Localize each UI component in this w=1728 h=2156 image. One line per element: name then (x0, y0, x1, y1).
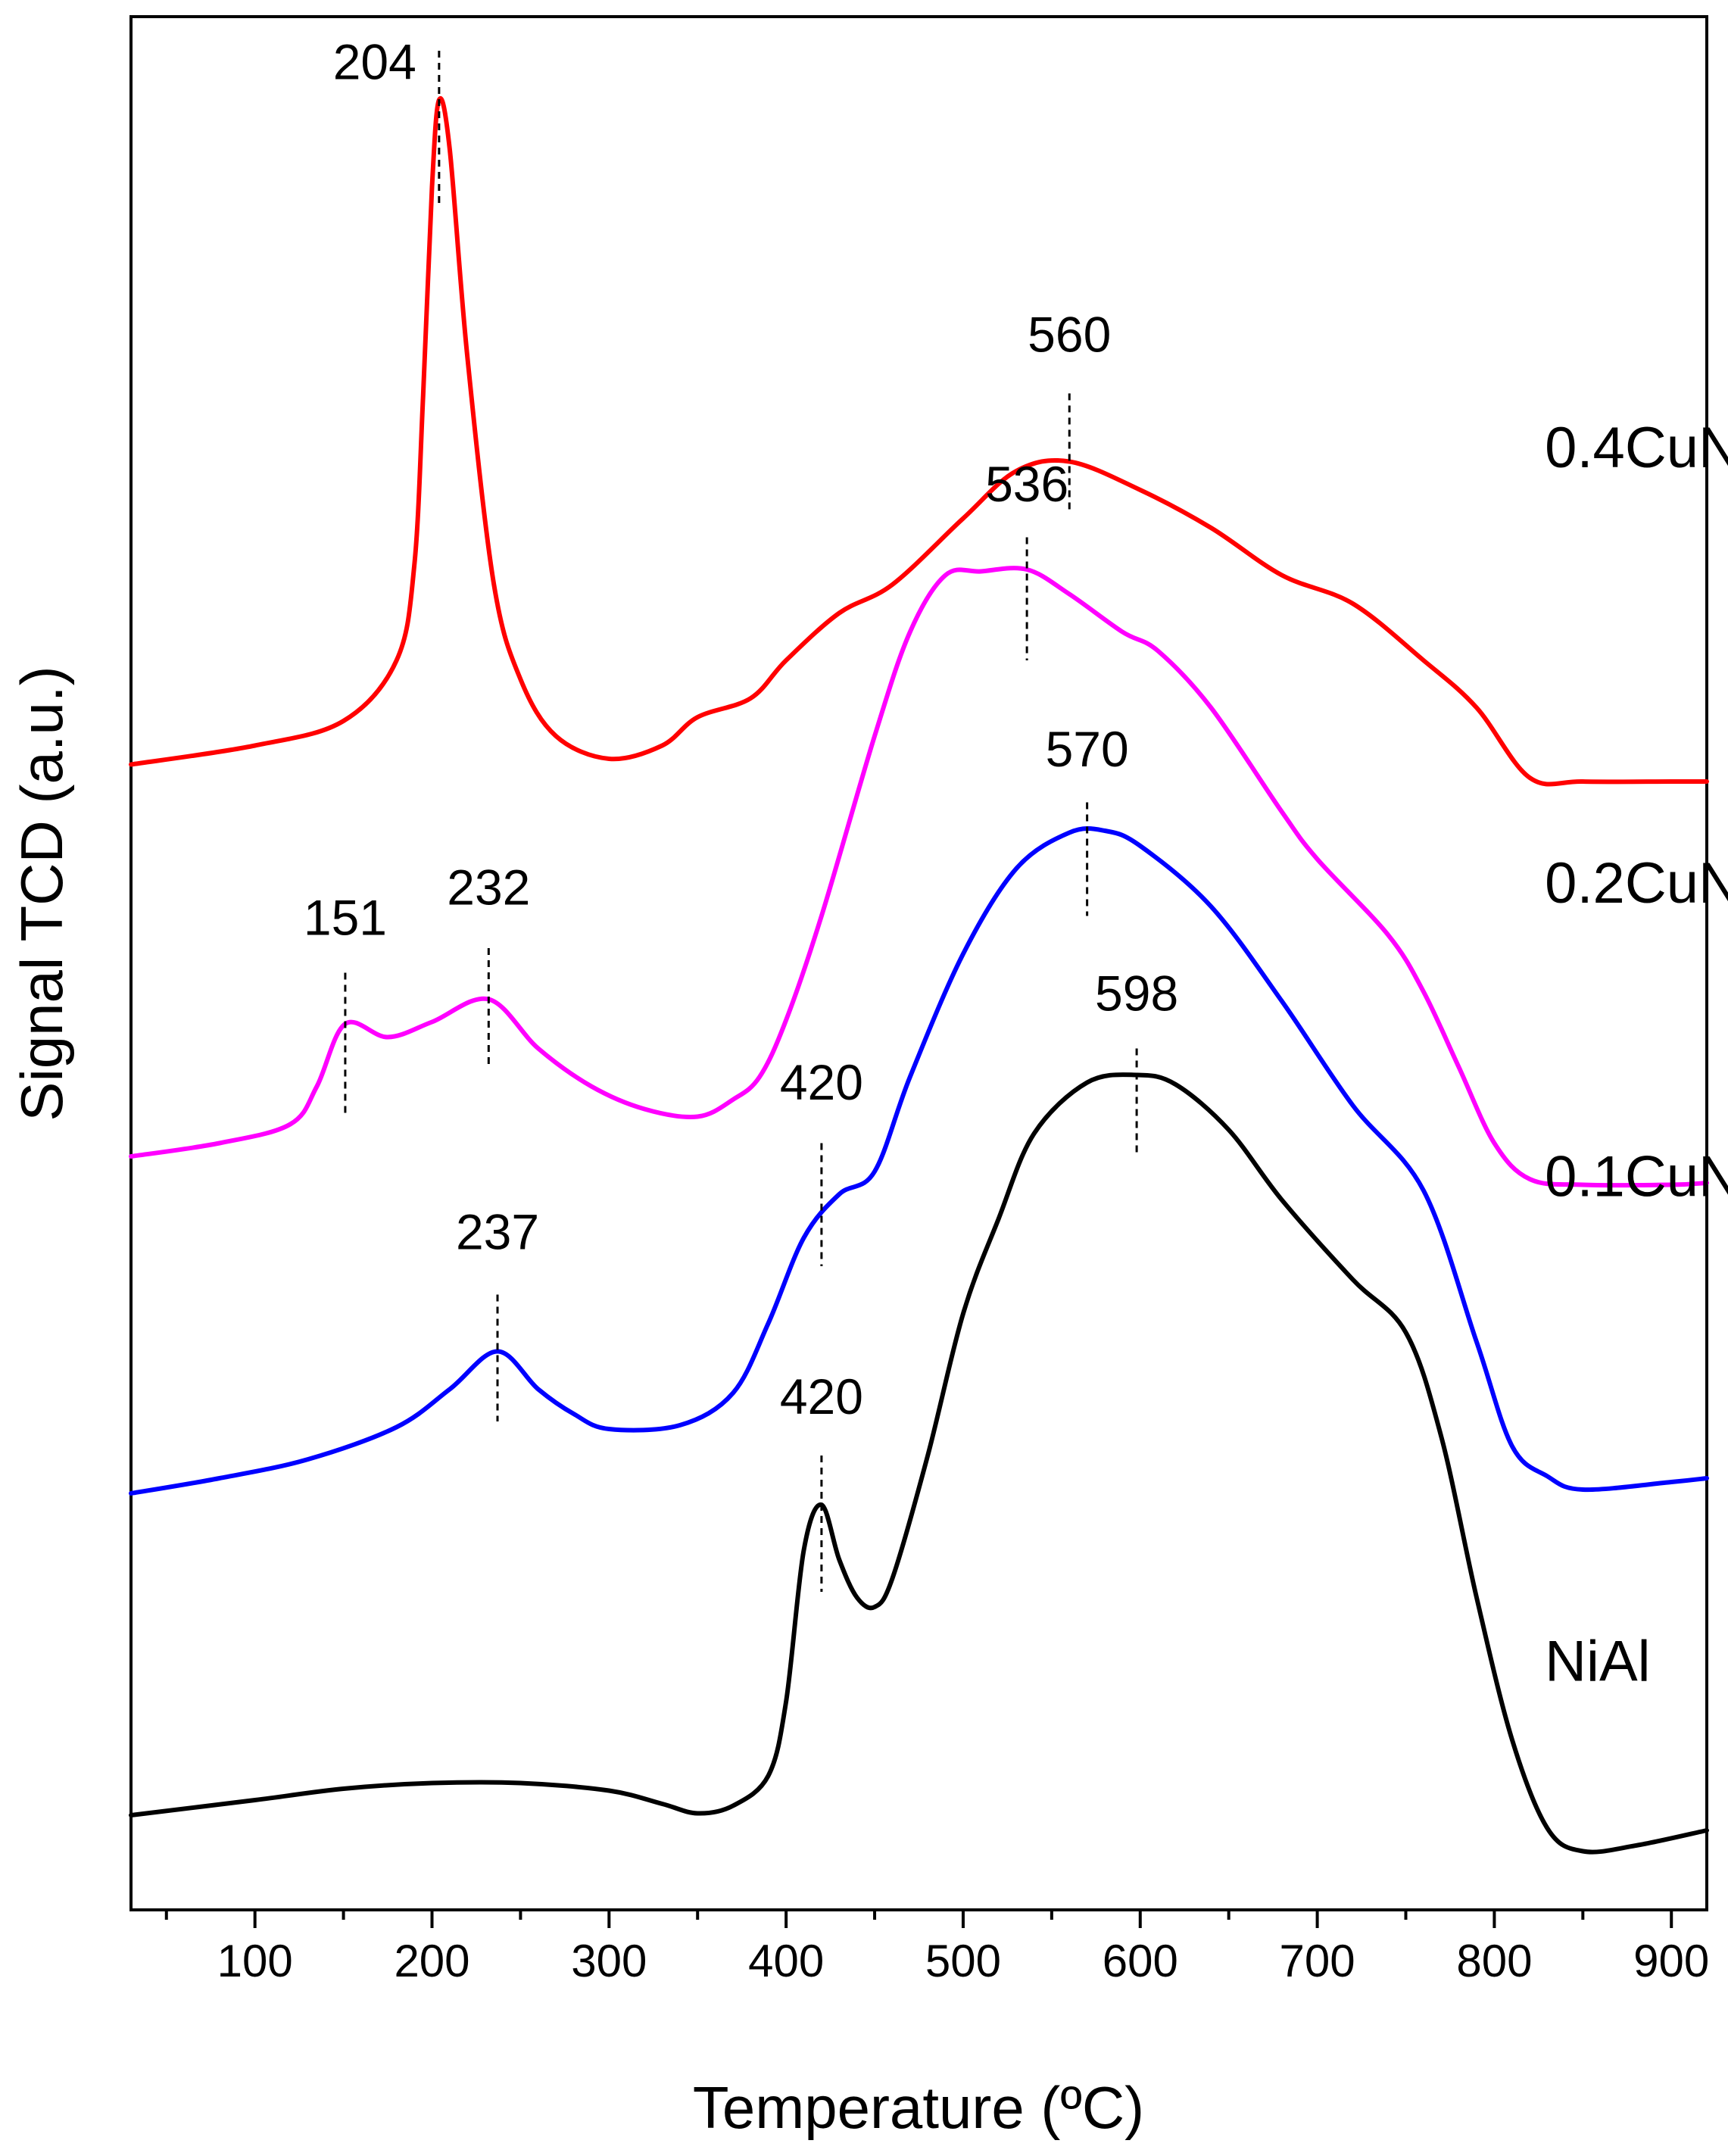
x-tick-label: 900 (1633, 1936, 1709, 1986)
x-tick-label: 300 (571, 1936, 647, 1986)
peak-label: 232 (447, 860, 530, 916)
x-tick-label: 400 (748, 1936, 824, 1986)
peak-label: 536 (985, 456, 1068, 512)
peak-label: 420 (780, 1054, 863, 1110)
series-labels: 0.4CuNiAl 0.2CuNiAl 0.1CuNiAl NiAl (1545, 416, 1728, 1694)
peak-annotations: 204 560 536 151 232 570 420 237 598 420 (304, 34, 1178, 1592)
y-axis-label: Signal TCD (a.u.) (8, 666, 75, 1121)
peak-label: 237 (456, 1204, 539, 1260)
x-tick-label: 800 (1456, 1936, 1532, 1986)
series-label: 0.1CuNiAl (1545, 1145, 1728, 1209)
series-label: 0.4CuNiAl (1545, 416, 1728, 480)
peak-label: 560 (1028, 307, 1111, 363)
peak-label: 420 (780, 1368, 863, 1424)
x-tick-label: 500 (925, 1936, 1001, 1986)
series-line-0.1CuNiAl (129, 826, 1709, 1496)
x-tick-label: 200 (394, 1936, 469, 1986)
x-axis-ticks: 100 200 300 400 500 600 700 800 900 (164, 1910, 1709, 1986)
peak-label: 151 (304, 890, 387, 946)
series-label: 0.2CuNiAl (1545, 851, 1728, 916)
series-layer (129, 96, 1709, 1855)
x-tick-label: 100 (217, 1936, 293, 1986)
series-line-0.4CuNiAl (129, 96, 1709, 787)
series-line-0.2CuNiAl (129, 566, 1709, 1188)
peak-label: 570 (1046, 721, 1129, 777)
series-line-NiAl (129, 1072, 1709, 1855)
x-tick-label: 600 (1103, 1936, 1178, 1986)
peak-label: 204 (333, 34, 416, 90)
plot-frame (129, 15, 1708, 1911)
peak-label: 598 (1095, 966, 1178, 1022)
x-tick-label: 700 (1280, 1936, 1355, 1986)
x-axis-label: Temperature (ºC) (693, 2074, 1144, 2141)
series-label: NiAl (1545, 1630, 1650, 1694)
